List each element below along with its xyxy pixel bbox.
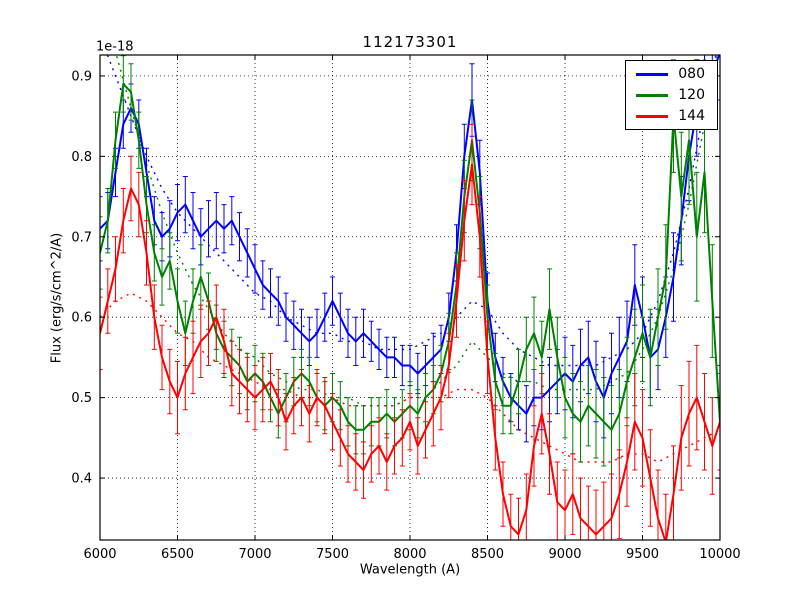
series-120-smooth-line	[115, 55, 718, 407]
legend-line-sample	[636, 114, 669, 118]
legend: 080 120 144	[625, 60, 718, 130]
x-tick-label: 6000	[83, 547, 116, 562]
legend-label: 144	[678, 108, 705, 124]
legend-entry-144: 144	[636, 108, 705, 124]
y-tick-label: 0.7	[71, 230, 92, 245]
legend-line-sample	[636, 93, 669, 97]
ticks	[99, 55, 721, 540]
series-144-errorbars	[100, 123, 720, 540]
x-tick-label: 8500	[471, 547, 504, 562]
legend-label: 120	[678, 87, 705, 103]
legend-line-sample	[636, 72, 669, 76]
series-120-errorbars	[100, 55, 720, 479]
x-tick-label: 7500	[316, 547, 349, 562]
x-tick-label: 7000	[238, 547, 271, 562]
x-tick-label: 6500	[161, 547, 194, 562]
y-axis-label: Flux (erg/s/cm^2/A)	[49, 232, 65, 364]
series-120-smooth	[115, 55, 718, 407]
x-tick-label: 8000	[393, 547, 426, 562]
y-tick-label: 0.6	[71, 311, 92, 326]
y-axis-offset-text: 1e-18	[96, 39, 134, 55]
legend-entry-080: 080	[636, 66, 705, 82]
y-tick-label: 0.9	[71, 69, 92, 84]
x-tick-label: 10000	[699, 547, 740, 562]
legend-entry-120: 120	[636, 87, 705, 103]
chart-title: 112173301	[362, 33, 458, 51]
legend-label: 080	[678, 66, 705, 82]
series-144	[100, 123, 720, 540]
y-tick-label: 0.8	[71, 150, 92, 165]
x-tick-label: 9500	[626, 547, 659, 562]
x-tick-label: 9000	[548, 547, 581, 562]
y-tick-label: 0.4	[71, 472, 92, 487]
series-080-line	[100, 55, 720, 415]
y-tick-label: 0.5	[71, 391, 92, 406]
x-axis-label: Wavelength (A)	[359, 562, 461, 578]
series-144-line	[100, 163, 720, 540]
